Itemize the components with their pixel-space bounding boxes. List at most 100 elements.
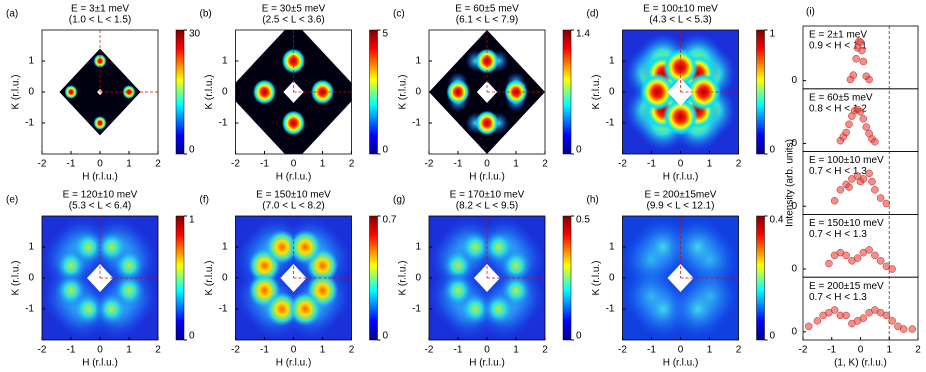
y-tick-label: 1 (415, 242, 421, 253)
x-tick-label: 0 (97, 159, 103, 170)
y-tick-label: 0 (791, 326, 797, 337)
panel-label: (f) (200, 195, 209, 206)
y-axis-label: K (r.l.u.) (591, 74, 602, 109)
panel-title: E = 170±10 meV (450, 190, 525, 201)
y-tick-label: -1 (219, 118, 228, 129)
colorbar (369, 29, 378, 155)
spot (668, 278, 727, 340)
y-axis-label: K (r.l.u.) (11, 260, 22, 295)
colorbar (369, 215, 378, 341)
panel-title: E = 60±5 meV (455, 4, 519, 15)
spot (265, 229, 298, 265)
x-tick-label: 2 (155, 345, 161, 356)
y-tick-label: 0 (222, 87, 228, 98)
panel-subtitle: (1.0 < L < 1.5) (69, 15, 131, 26)
data-point (859, 314, 868, 322)
colorbar (562, 29, 572, 155)
y-tick-label: 1 (609, 56, 615, 67)
data-point (842, 311, 850, 320)
data-point (830, 306, 839, 314)
x-tick-label: 1 (320, 159, 326, 170)
x-tick-label: -2 (618, 345, 627, 356)
y-axis-label: Intensity (arb. units) (785, 139, 796, 227)
data-point (871, 251, 879, 260)
x-tick-label: -1 (67, 159, 76, 170)
data-point (868, 177, 876, 186)
x-tick-label: 0 (858, 345, 864, 356)
y-axis-label: K (r.l.u.) (11, 74, 22, 109)
spot (504, 79, 528, 105)
x-tick-label: 1 (707, 159, 713, 170)
spot (122, 85, 136, 99)
panel-subtitle: (7.0 < L < 8.2) (262, 201, 324, 212)
subplot-title: E = 100±10 meV (809, 155, 884, 166)
colorbar-tick-label: 1.4 (576, 29, 590, 40)
data-point (845, 120, 853, 129)
data-point (871, 138, 879, 146)
spot (459, 229, 492, 265)
spot (482, 229, 515, 265)
colorbar-tick-label: 0 (189, 145, 195, 156)
data-point (876, 257, 885, 265)
map-body (622, 30, 739, 154)
panel-label: (e) (6, 195, 18, 206)
panel-label: (i) (806, 7, 815, 18)
spot (482, 291, 515, 327)
x-tick-label: 0 (484, 159, 490, 170)
x-axis-label: H (r.l.u.) (663, 172, 699, 183)
x-tick-label: 2 (542, 159, 548, 170)
y-tick-label: -1 (606, 118, 615, 129)
x-axis-label: H (r.l.u.) (469, 172, 505, 183)
data-point (842, 128, 850, 137)
panel-title: E = 30±5 meV (262, 4, 326, 15)
panel-label: (a) (6, 9, 18, 20)
x-tick-label: 2 (542, 345, 548, 356)
colorbar-tick-label: 0 (383, 145, 389, 156)
colorbar (175, 215, 185, 341)
data-point (856, 38, 865, 47)
y-tick-label: 1 (222, 242, 228, 253)
data-point (865, 75, 873, 84)
subplot-subtitle: 0.7 < H < 1.3 (809, 292, 867, 303)
subplot-title: E = 200±15 meV (809, 281, 884, 292)
y-tick-label: 0 (791, 138, 797, 149)
y-tick-label: 0 (791, 264, 797, 275)
panel-title: E = 100±10 meV (643, 4, 718, 15)
panel-subtitle: (5.3 < L < 6.4) (69, 201, 131, 212)
subplot-title: E = 60±5 meV (809, 92, 873, 103)
x-tick-label: -1 (67, 345, 76, 356)
x-tick-label: -2 (425, 159, 434, 170)
colorbar-tick-label: 0.4 (770, 215, 784, 226)
x-tick-label: -1 (454, 345, 463, 356)
colorbar-tick-label: 0 (576, 145, 582, 156)
x-tick-label: 0 (678, 345, 684, 356)
data-point (830, 196, 839, 205)
y-tick-label: 0 (609, 87, 615, 98)
x-tick-label: -1 (454, 159, 463, 170)
data-point (859, 115, 868, 123)
intensity-map (622, 30, 739, 154)
data-point (876, 194, 885, 202)
panel-subtitle: (9.9 < L < 12.1) (646, 201, 714, 212)
x-tick-label: -1 (260, 345, 269, 356)
data-point (852, 55, 860, 63)
data-point (836, 186, 845, 194)
x-tick-label: 0 (97, 345, 103, 356)
y-tick-label: -1 (219, 304, 228, 315)
data-point (899, 325, 908, 333)
panel-subtitle: (4.3 < L < 5.3) (649, 15, 711, 26)
spot (459, 291, 492, 327)
y-axis-label: K (r.l.u.) (591, 260, 602, 295)
subplot-title: E = 2±1 meV (809, 30, 867, 41)
data-point (825, 259, 833, 268)
data-point (842, 251, 850, 260)
y-tick-label: -1 (412, 118, 421, 129)
data-point (856, 107, 865, 116)
x-tick-label: 1 (513, 159, 519, 170)
data-point (813, 317, 822, 325)
y-tick-label: 1 (609, 242, 615, 253)
spot (686, 73, 722, 111)
spot (663, 98, 698, 136)
y-axis-label: K (r.l.u.) (398, 74, 409, 109)
x-axis-label: H (r.l.u.) (82, 358, 118, 369)
